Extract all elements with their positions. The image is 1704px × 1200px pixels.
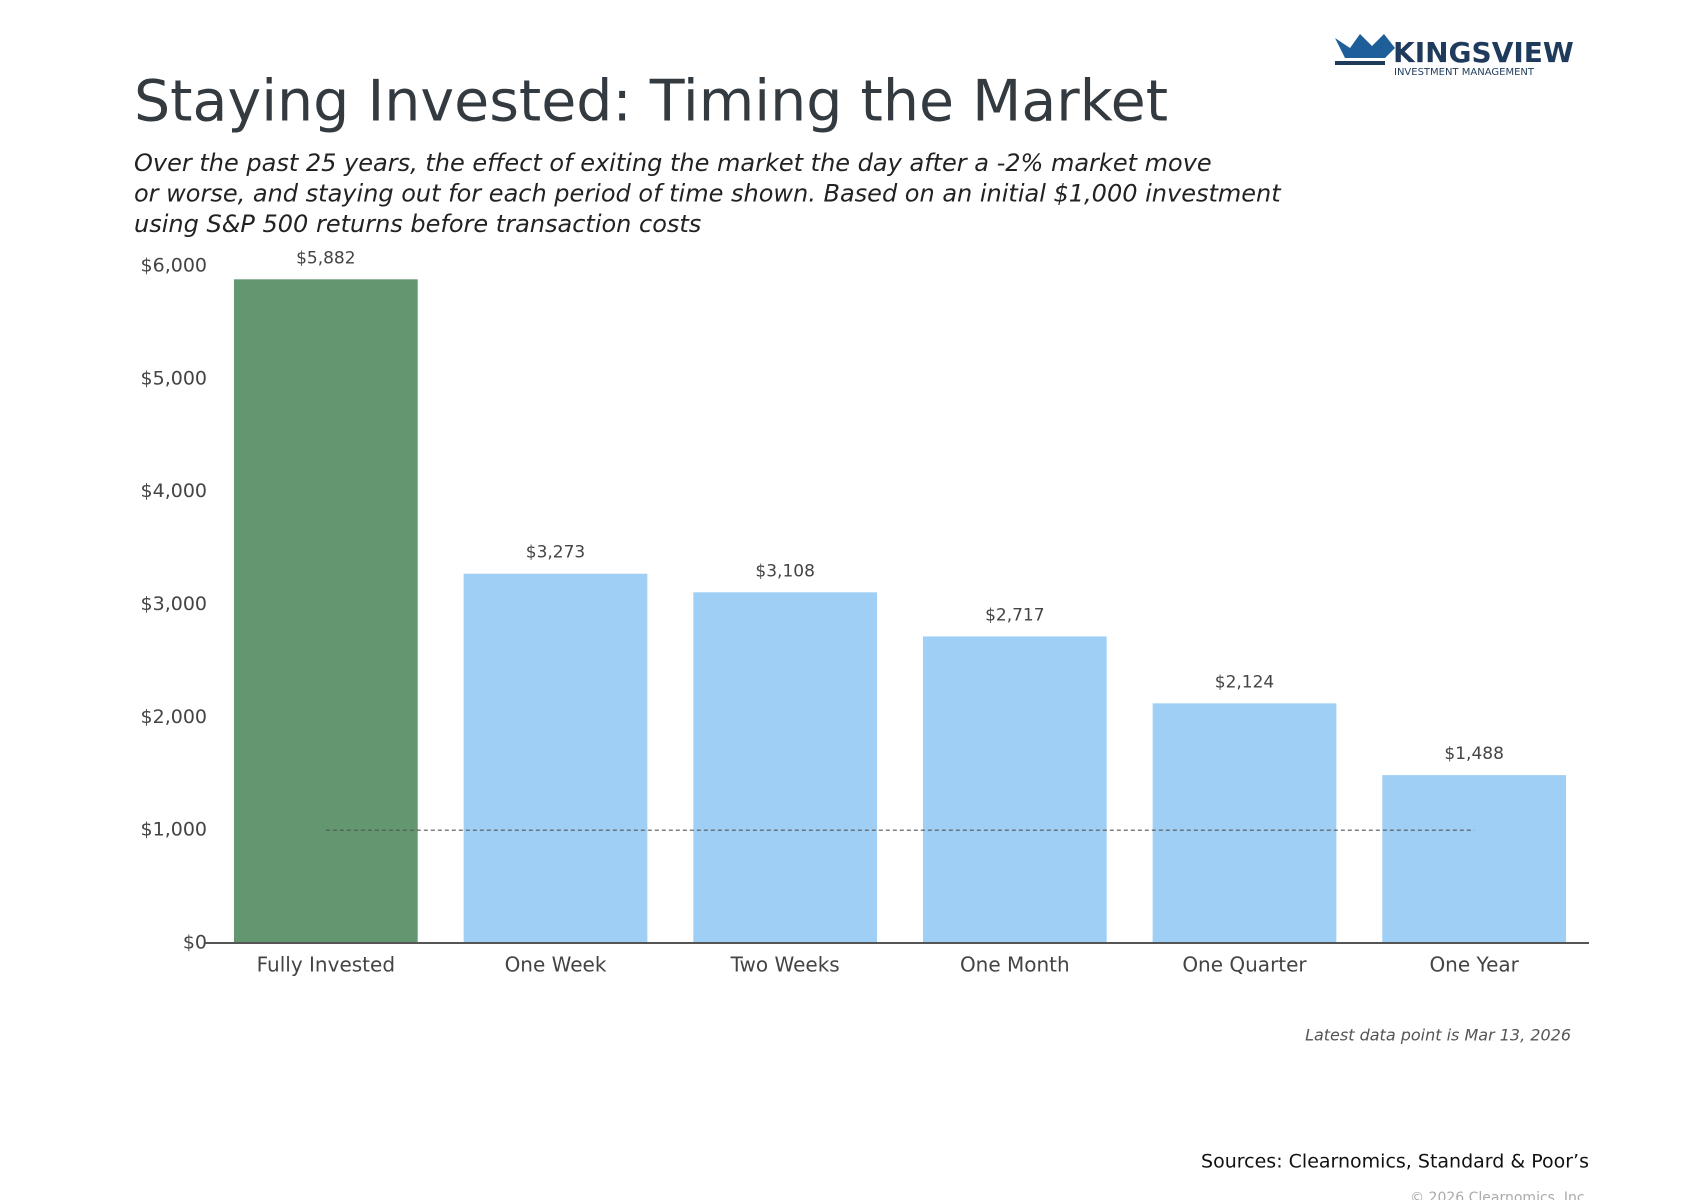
subtitle: Over the past 25 years, the effect of ex… [134, 149, 1212, 177]
chart-title: Staying Invested: Timing the Market [134, 69, 1168, 135]
bar [233, 279, 418, 943]
y-tick-label: $5,000 [141, 367, 207, 389]
y-tick-label: $4,000 [141, 480, 207, 502]
copyright: © 2026 Clearnomics, Inc. [1410, 1190, 1589, 1200]
bar [693, 592, 878, 943]
bar [463, 573, 648, 943]
y-tick-label: $3,000 [141, 593, 207, 615]
y-tick-label: $2,000 [141, 706, 207, 728]
x-tick-label: One Year [1429, 953, 1519, 977]
value-label: $2,717 [985, 605, 1044, 625]
logo-tagline: INVESTMENT MANAGEMENT [1394, 67, 1535, 78]
y-tick-label: $6,000 [141, 255, 207, 277]
note: Latest data point is Mar 13, 2026 [1305, 1026, 1571, 1045]
x-tick-label: One Week [505, 953, 607, 977]
x-tick-label: One Month [960, 953, 1070, 977]
bar [1152, 703, 1337, 943]
bar [1382, 775, 1567, 943]
logo: KINGSVIEW INVESTMENT MANAGEMENT [1335, 34, 1574, 78]
logo-crown [1335, 34, 1395, 58]
logo-name: KINGSVIEW [1393, 36, 1574, 69]
x-tick-label: One Quarter [1182, 953, 1307, 977]
value-label: $3,108 [755, 561, 814, 581]
value-label: $2,124 [1215, 672, 1274, 692]
value-label: $1,488 [1444, 744, 1503, 764]
subtitle: using S&P 500 returns before transaction… [134, 210, 701, 238]
y-tick-label: $0 [183, 932, 207, 954]
value-label: $5,882 [296, 248, 355, 268]
source: Sources: Clearnomics, Standard & Poor’s [1201, 1151, 1589, 1173]
x-tick-label: Two Weeks [730, 953, 840, 977]
subtitle: or worse, and staying out for each perio… [134, 180, 1282, 208]
logo-base [1335, 61, 1385, 65]
bar [922, 636, 1107, 943]
y-tick-label: $1,000 [141, 819, 207, 841]
x-tick-label: Fully Invested [257, 953, 395, 977]
value-label: $3,273 [526, 543, 585, 563]
